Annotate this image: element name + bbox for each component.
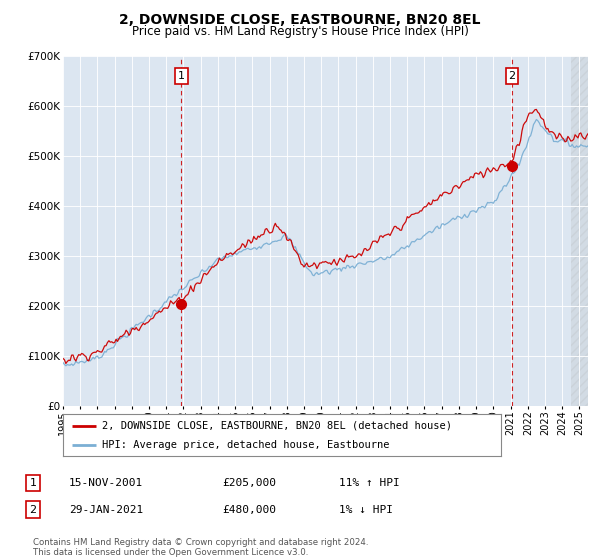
Text: £480,000: £480,000 [222,505,276,515]
Text: Contains HM Land Registry data © Crown copyright and database right 2024.
This d: Contains HM Land Registry data © Crown c… [33,538,368,557]
Text: 15-NOV-2001: 15-NOV-2001 [69,478,143,488]
Text: Price paid vs. HM Land Registry's House Price Index (HPI): Price paid vs. HM Land Registry's House … [131,25,469,38]
Text: 2: 2 [29,505,37,515]
Text: 11% ↑ HPI: 11% ↑ HPI [339,478,400,488]
Text: 29-JAN-2021: 29-JAN-2021 [69,505,143,515]
Text: £205,000: £205,000 [222,478,276,488]
Text: 1% ↓ HPI: 1% ↓ HPI [339,505,393,515]
Text: 1: 1 [178,71,185,81]
Text: 2, DOWNSIDE CLOSE, EASTBOURNE, BN20 8EL (detached house): 2, DOWNSIDE CLOSE, EASTBOURNE, BN20 8EL … [103,421,452,431]
Text: 1: 1 [29,478,37,488]
Text: HPI: Average price, detached house, Eastbourne: HPI: Average price, detached house, East… [103,440,390,450]
Bar [571,56,588,406]
Text: 2, DOWNSIDE CLOSE, EASTBOURNE, BN20 8EL: 2, DOWNSIDE CLOSE, EASTBOURNE, BN20 8EL [119,13,481,27]
Text: 2: 2 [508,71,515,81]
